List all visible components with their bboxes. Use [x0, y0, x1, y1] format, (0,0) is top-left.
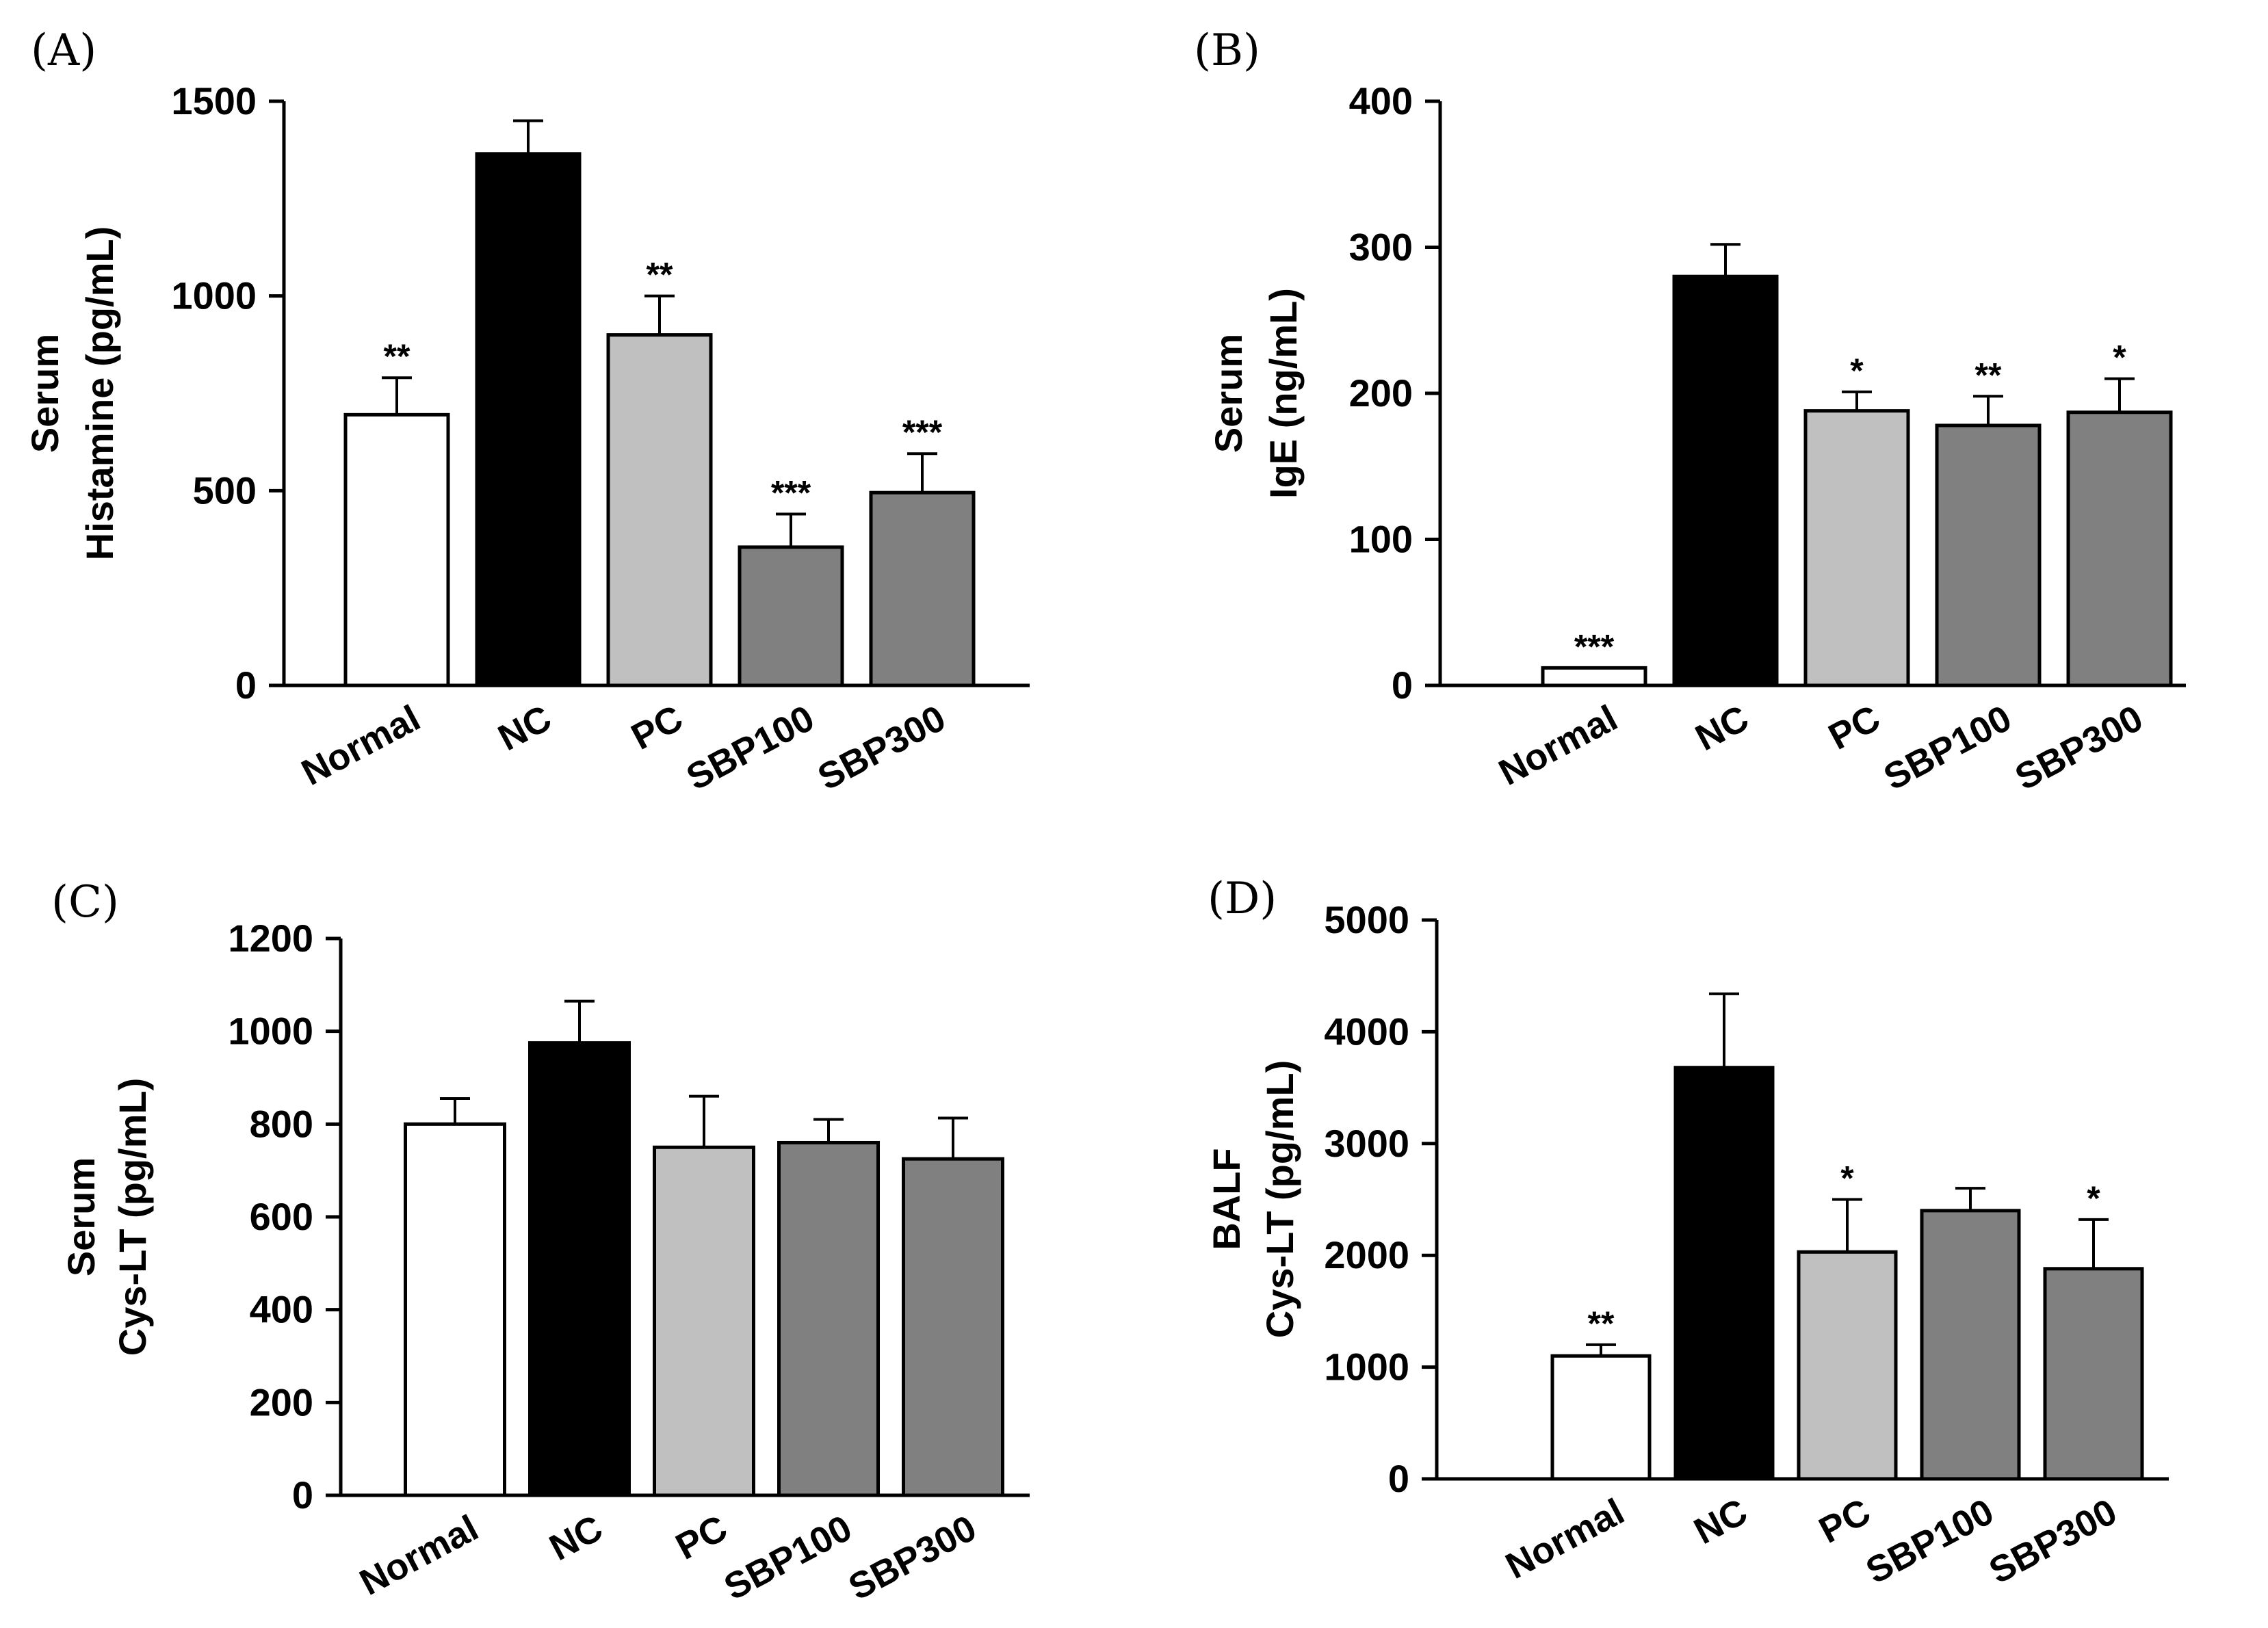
y-tick-label: 0 — [1388, 1457, 1409, 1500]
bar-sbp300 — [2066, 410, 2173, 687]
y-tick-label: 600 — [250, 1195, 313, 1238]
category-label: Normal — [353, 1508, 484, 1603]
y-tick-label: 0 — [235, 664, 257, 707]
category-label: SBP100 — [680, 698, 821, 798]
category-label: PC — [669, 1508, 733, 1568]
bar-pc — [1803, 409, 1910, 687]
significance-label: *** — [902, 413, 943, 451]
significance-label: * — [2087, 1179, 2100, 1218]
y-tick-label: 800 — [250, 1102, 313, 1145]
y-axis-title: Serum — [60, 1157, 103, 1276]
category-label: NC — [1689, 698, 1756, 759]
significance-label: *** — [1574, 627, 1615, 666]
y-tick-label: 0 — [292, 1473, 313, 1517]
y-tick-label: 0 — [1392, 664, 1413, 707]
y-axis-title: BALF — [1205, 1148, 1248, 1250]
category-label: SBP300 — [842, 1508, 983, 1608]
y-axis-title: Serum — [1207, 334, 1250, 453]
bar-pc — [1797, 1250, 1898, 1481]
y-tick-label: 200 — [1349, 371, 1413, 415]
bar-pc — [606, 333, 713, 687]
category-label: Normal — [1499, 1491, 1630, 1587]
bar-normal — [1550, 1354, 1652, 1481]
y-axis-title: IgE (ng/mL) — [1262, 288, 1305, 499]
bar-nc — [1672, 274, 1779, 687]
bar-nc — [528, 1041, 631, 1497]
category-label: SBP300 — [811, 698, 952, 798]
y-tick-label: 5000 — [1324, 898, 1409, 941]
y-tick-label: 100 — [1349, 518, 1413, 561]
y-tick-label: 4000 — [1324, 1010, 1409, 1053]
y-tick-label: 2000 — [1324, 1233, 1409, 1276]
category-label: Normal — [295, 698, 426, 793]
bar-normal — [1541, 666, 1647, 687]
y-axis-title: Cys-LT (pg/mL) — [1258, 1060, 1301, 1338]
panel-label: (D) — [1208, 874, 1277, 924]
significance-label: ** — [384, 337, 410, 376]
significance-label: * — [2113, 339, 2126, 377]
category-label: Normal — [1492, 698, 1624, 793]
category-label: SBP100 — [718, 1508, 859, 1608]
bar-normal — [404, 1122, 506, 1497]
significance-label: ** — [1975, 356, 2002, 394]
category-label: SBP100 — [1860, 1491, 2000, 1592]
bar-sbp100 — [738, 545, 844, 687]
y-tick-label: 1000 — [228, 1010, 313, 1053]
bar-pc — [653, 1145, 755, 1497]
y-axis-title: Serum — [23, 334, 66, 453]
y-tick-label: 400 — [250, 1288, 313, 1331]
significance-label: * — [1850, 352, 1864, 390]
y-tick-label: 200 — [250, 1380, 313, 1423]
y-axis-title: Cys-LT (pg/mL) — [111, 1078, 154, 1356]
y-tick-label: 1000 — [1324, 1345, 1409, 1389]
y-tick-label: 1000 — [171, 274, 257, 317]
significance-label: ** — [1588, 1304, 1615, 1343]
panel-label: (C) — [51, 877, 119, 928]
category-label: SBP100 — [1877, 698, 2018, 798]
bar-sbp100 — [1920, 1209, 2021, 1481]
panel-label: (A) — [31, 25, 96, 76]
bar-sbp100 — [777, 1140, 880, 1497]
y-tick-label: 1500 — [171, 79, 257, 122]
y-tick-label: 500 — [193, 469, 257, 512]
category-label: PC — [1822, 698, 1886, 758]
panel-label: (B) — [1194, 25, 1260, 76]
bar-normal — [343, 412, 450, 687]
bar-sbp300 — [869, 490, 976, 687]
y-axis-title: Histamine (pg/mL) — [78, 226, 121, 560]
category-label: SBP300 — [1983, 1491, 2124, 1592]
category-label: NC — [492, 698, 558, 759]
significance-label: * — [1840, 1159, 1854, 1198]
category-label: NC — [543, 1508, 610, 1569]
category-label: PC — [1812, 1491, 1877, 1551]
significance-label: *** — [771, 473, 811, 512]
y-tick-label: 1200 — [228, 917, 313, 960]
bar-sbp100 — [1935, 423, 2042, 687]
category-label: PC — [625, 698, 689, 758]
bar-sbp300 — [2043, 1267, 2144, 1481]
significance-label: ** — [647, 256, 673, 294]
y-tick-label: 400 — [1349, 79, 1413, 122]
bar-sbp300 — [902, 1157, 1004, 1497]
bar-nc — [475, 152, 582, 687]
bar-nc — [1673, 1066, 1775, 1481]
y-tick-label: 3000 — [1324, 1122, 1409, 1165]
category-label: NC — [1688, 1491, 1754, 1553]
y-tick-label: 300 — [1349, 226, 1413, 269]
category-label: SBP300 — [2009, 698, 2150, 798]
